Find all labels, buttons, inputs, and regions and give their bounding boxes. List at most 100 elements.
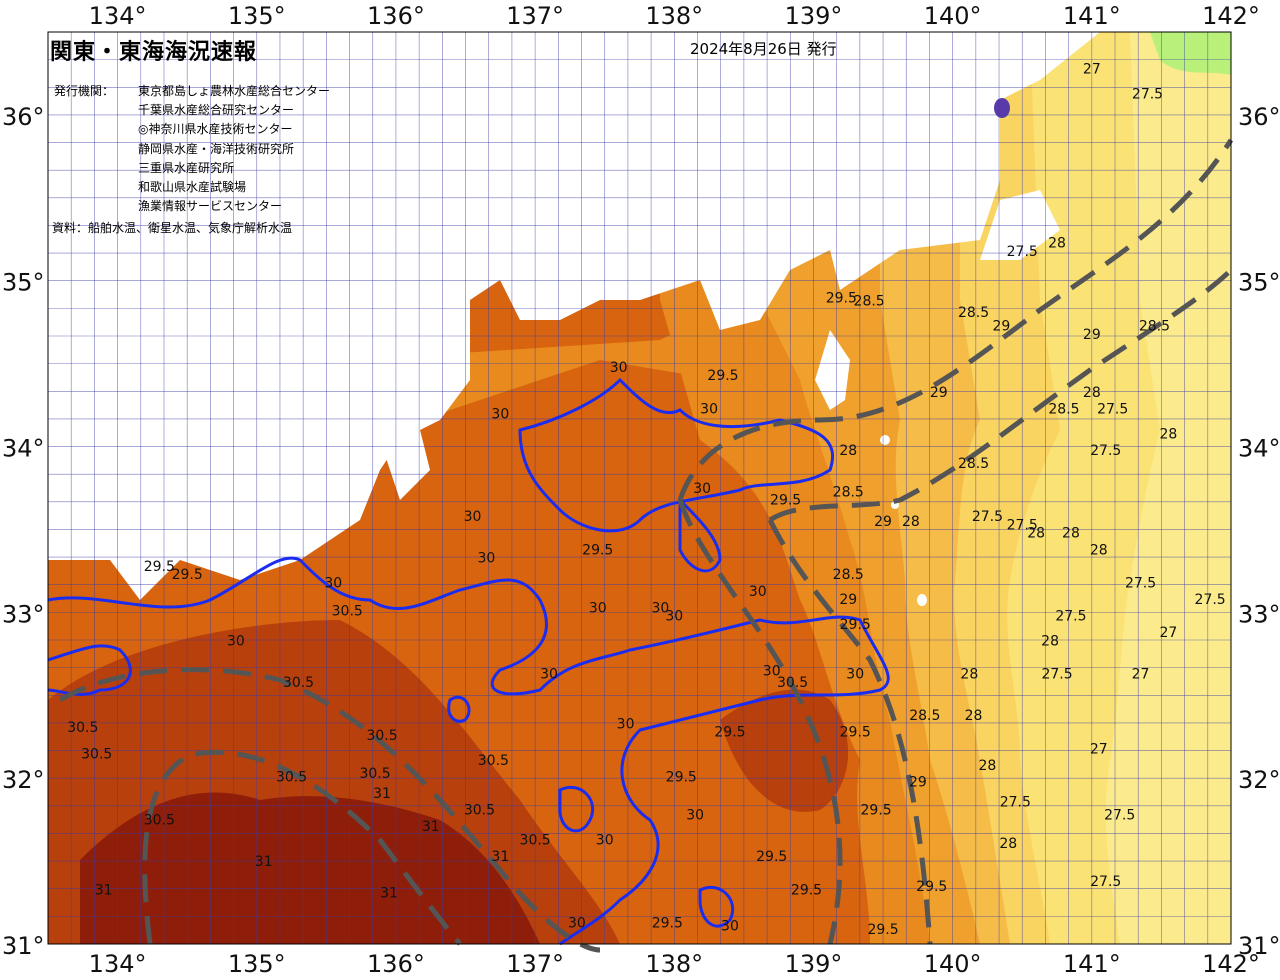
isotherm-label: 29.5 bbox=[916, 879, 947, 895]
isotherm-label: 28.5 bbox=[833, 567, 864, 583]
isotherm-label: 28.5 bbox=[833, 484, 864, 500]
latitude-label: 36° bbox=[1238, 103, 1280, 131]
latitude-label: 34° bbox=[2, 435, 45, 463]
isotherm-label: 28.5 bbox=[1048, 401, 1079, 417]
land-shikoku-gap bbox=[140, 350, 260, 450]
isotherm-label: 29.5 bbox=[144, 559, 175, 575]
kuroshio-axis-main bbox=[58, 667, 601, 953]
longitude-label: 140° bbox=[924, 2, 982, 30]
isotherm-label: 27.5 bbox=[972, 509, 1003, 525]
data-source: 資料：船舶水温、衛星水温、気象庁解析水温 bbox=[52, 221, 293, 235]
isotherm-label: 30 bbox=[721, 919, 739, 935]
isotherm-label: 30 bbox=[749, 584, 767, 600]
longitude-label: 138° bbox=[645, 2, 703, 30]
longitude-label: 135° bbox=[228, 950, 286, 978]
isotherm-label: 30.5 bbox=[276, 769, 307, 785]
isotherm-label: 31 bbox=[422, 819, 440, 835]
isotherm-label: 30.5 bbox=[478, 753, 509, 769]
isotherm-30-segment bbox=[678, 496, 722, 573]
longitude-label: 136° bbox=[367, 950, 425, 978]
isotherm-30-segment bbox=[698, 885, 735, 928]
isotherm-label: 30 bbox=[568, 915, 586, 931]
isotherm-label: 29.5 bbox=[840, 617, 871, 633]
isotherm-label: 30.5 bbox=[777, 675, 808, 691]
organization-item: ◎神奈川県水産技術センター bbox=[138, 122, 293, 137]
organization-item: 千葉県水産総合研究センター bbox=[138, 103, 295, 118]
organizations-list: 東京都島しょ農林水産総合センター 千葉県水産総合研究センター ◎神奈川県水産技術… bbox=[138, 82, 330, 216]
kuroshio-axis-east-branch bbox=[767, 518, 933, 945]
isotherm-label: 29.5 bbox=[791, 882, 822, 898]
isotherm-label: 28 bbox=[1027, 526, 1045, 542]
sst-zone-27 bbox=[1105, 32, 1231, 944]
isotherm-label: 29 bbox=[992, 318, 1010, 334]
isotherm-label: 30 bbox=[693, 481, 711, 497]
longitude-labels-bottom: 134° 135° 136° 137° 138° 139° 140° 141° 142° bbox=[89, 950, 1260, 978]
isotherm-label: 30.5 bbox=[332, 604, 363, 620]
longitude-label: 141° bbox=[1063, 950, 1121, 978]
sst-zone-31 bbox=[80, 792, 540, 944]
isotherm-label: 31 bbox=[95, 882, 113, 898]
isotherm-label: 31 bbox=[380, 886, 398, 902]
isotherm-label: 31 bbox=[255, 854, 273, 870]
isotherm-label: 28.5 bbox=[958, 305, 989, 321]
land-boso bbox=[980, 190, 1060, 260]
isotherm-label: 27.5 bbox=[1097, 401, 1128, 417]
longitude-label: 137° bbox=[506, 950, 564, 978]
latitude-label: 31° bbox=[1238, 932, 1280, 960]
isotherm-30-line bbox=[47, 377, 890, 946]
isotherm-label: 29 bbox=[909, 774, 927, 790]
latitude-label: 33° bbox=[2, 600, 45, 628]
isotherm-label: 31 bbox=[491, 849, 509, 865]
isotherm-label: 28.5 bbox=[1139, 318, 1170, 334]
isotherm-label: 28 bbox=[1048, 236, 1066, 252]
latitude-label: 31° bbox=[2, 932, 45, 960]
isotherm-label: 30 bbox=[540, 667, 558, 683]
isotherm-label: 28 bbox=[1090, 542, 1108, 558]
isotherm-label: 29.5 bbox=[826, 290, 857, 306]
isotherm-label: 29.5 bbox=[582, 542, 613, 558]
isotherm-label: 28 bbox=[902, 514, 920, 530]
isotherm-label: 29.5 bbox=[840, 725, 871, 741]
isotherm-label: 27.5 bbox=[1125, 575, 1156, 591]
kuroshio-axis-lines bbox=[58, 138, 1234, 953]
isotherm-label: 28 bbox=[999, 836, 1017, 852]
isotherm-label: 30 bbox=[686, 808, 704, 824]
longitude-label: 134° bbox=[89, 2, 147, 30]
isotherm-label: 30.5 bbox=[67, 720, 98, 736]
isotherm-label: 28.5 bbox=[958, 456, 989, 472]
isotherm-label: 30 bbox=[477, 551, 495, 567]
isotherm-labels: 29.5 29.5 30 30 30.5 30.5 30.5 30.5 30.5 30.5 30.5… bbox=[67, 61, 1226, 938]
isotherm-label: 27.5 bbox=[1041, 667, 1072, 683]
issue-date: 2024年8月26日 発行 bbox=[690, 40, 837, 58]
organization-item: 漁業情報サービスセンター bbox=[138, 199, 283, 214]
land-izu bbox=[815, 330, 850, 410]
isotherm-label: 28.5 bbox=[854, 294, 885, 310]
isotherm-label: 27 bbox=[1090, 741, 1108, 757]
longitude-labels-top: 134° 135° 136° 137° 138° 139° 140° 141° 142° bbox=[89, 2, 1260, 30]
latitude-label: 33° bbox=[1238, 600, 1280, 628]
isotherm-label: 27.5 bbox=[1055, 609, 1086, 625]
longitude-label: 141° bbox=[1063, 2, 1121, 30]
organization-item: 東京都島しょ農林水産総合センター bbox=[138, 84, 331, 98]
latitude-label: 32° bbox=[2, 766, 45, 794]
isotherm-label: 30.5 bbox=[283, 675, 314, 691]
isotherm-label: 29 bbox=[930, 385, 948, 401]
organization-item: 和歌山県水産試験場 bbox=[138, 180, 247, 195]
isotherm-label: 28 bbox=[979, 758, 997, 774]
longitude-label: 142° bbox=[1202, 950, 1260, 978]
isotherm-label: 30 bbox=[596, 833, 614, 849]
isotherm-label: 30.5 bbox=[144, 813, 175, 829]
land-kii bbox=[380, 430, 430, 500]
isotherm-label: 27 bbox=[1083, 61, 1101, 77]
isotherm-label: 30 bbox=[610, 360, 628, 376]
isotherm-label: 31 bbox=[373, 786, 391, 802]
organizations-label: 発行機関： bbox=[54, 84, 115, 98]
longitude-label: 137° bbox=[506, 2, 564, 30]
longitude-label: 139° bbox=[785, 2, 843, 30]
isotherm-label: 27.5 bbox=[1090, 443, 1121, 459]
latitude-label: 35° bbox=[1238, 269, 1280, 297]
kuroshio-axis-south bbox=[768, 268, 1233, 523]
isotherm-label: 27.5 bbox=[1000, 794, 1031, 810]
latitude-label: 36° bbox=[2, 103, 45, 131]
isotherm-label: 29.5 bbox=[707, 368, 738, 384]
